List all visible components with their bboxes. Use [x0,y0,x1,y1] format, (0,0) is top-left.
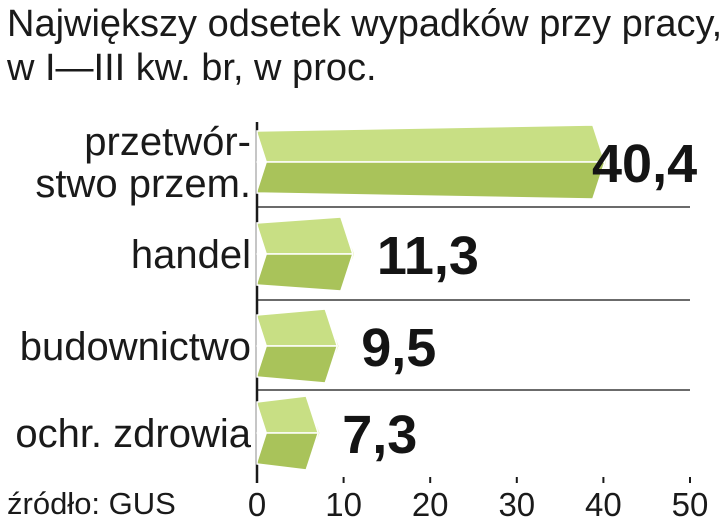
bar-start-notch [257,402,267,464]
bar-start-notch [257,223,267,285]
x-tick-label: 30 [498,486,535,523]
bar-start-notch [257,131,267,193]
bar-end-cap [324,308,341,384]
source-note: źródło: GUS [7,486,176,521]
bar-bottom-face [256,253,356,292]
x-axis: 0 10 20 30 40 50 [248,477,709,523]
value-label: 7,3 [342,405,417,465]
x-tick-label: 0 [248,486,266,523]
bar-top-face [256,216,356,255]
bar-end-cap [305,395,322,471]
value-label: 11,3 [377,226,479,286]
bar-group: 11,3 handel [131,216,479,292]
category-label: przetwór- [84,120,251,164]
category-label: budownictwo [20,325,251,369]
x-tick-label: 20 [412,486,449,523]
bar-bottom-face [256,161,608,200]
bar-group: 9,5 budownictwo [20,308,436,384]
value-label: 40,4 [592,134,697,194]
bar-end-cap [592,124,608,200]
x-tick-label: 10 [325,486,362,523]
bar-bottom-face [256,432,322,471]
category-label: handel [131,233,251,277]
bar-top-face [256,395,322,434]
bar-top-face [256,124,608,163]
value-label: 9,5 [361,318,436,378]
category-label: stwo przem. [35,162,251,206]
bar-group: 7,3 ochr. zdrowia [15,395,417,471]
bar-group: 40,4 przetwór-stwo przem. [35,120,697,206]
chart-title-line: Największy odsetek wypadków przy pracy, [7,3,720,45]
bars: 40,4 przetwór-stwo przem. 11,3 handel 9,5 bud… [15,120,697,471]
x-tick-label: 40 [585,486,622,523]
category-label: ochr. zdrowia [15,412,251,456]
bar-end-cap [340,216,356,292]
chart-title: Największy odsetek wypadków przy pracy,w… [6,3,720,89]
chart-title-line: w I—III kw. br, w proc. [6,47,377,89]
x-tick-label: 50 [672,486,709,523]
bar-start-notch [257,315,267,377]
